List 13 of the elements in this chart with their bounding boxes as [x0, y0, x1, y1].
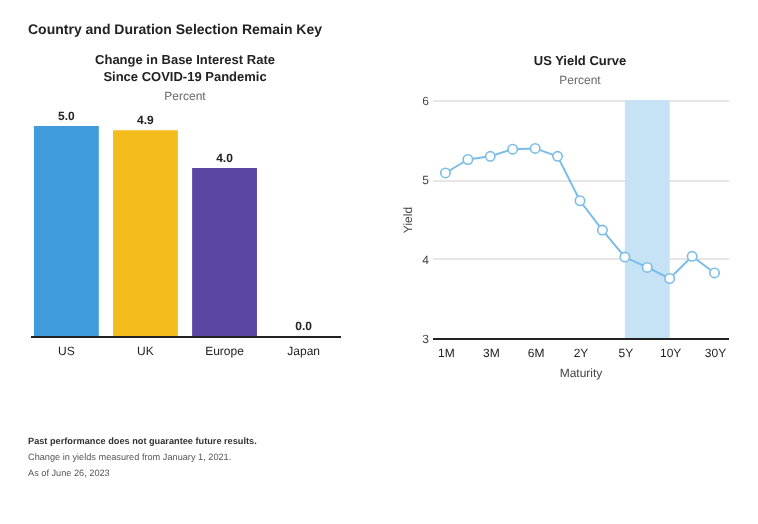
point [484, 150, 496, 162]
point [529, 142, 541, 154]
point [619, 251, 631, 263]
point [709, 267, 721, 279]
point [686, 250, 698, 262]
point [664, 273, 676, 284]
point [596, 224, 608, 236]
point [574, 195, 586, 207]
point [641, 261, 653, 273]
point [439, 167, 451, 179]
point [507, 143, 519, 155]
point [552, 150, 564, 162]
point [462, 154, 474, 165]
